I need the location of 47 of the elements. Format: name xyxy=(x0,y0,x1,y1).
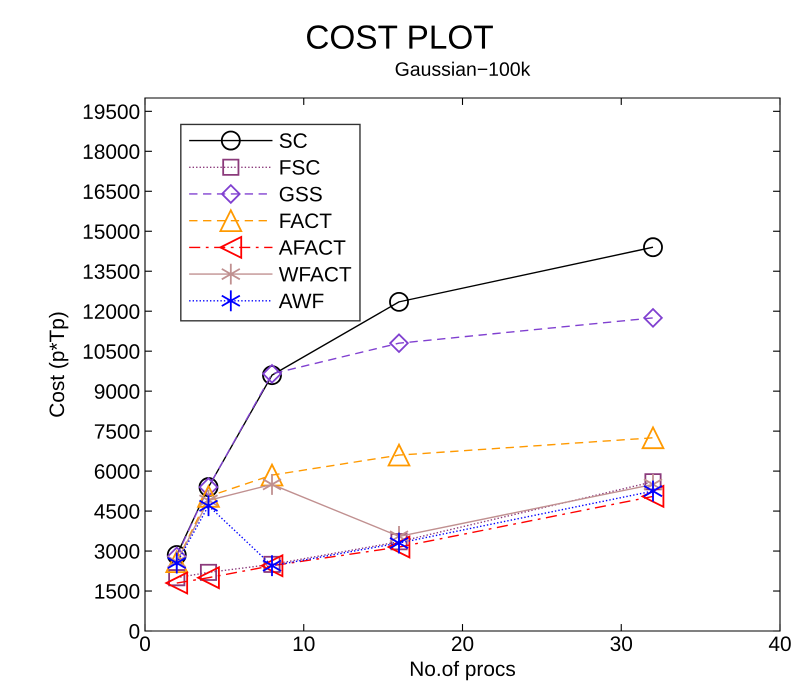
x-tick-label: 20 xyxy=(452,636,474,652)
point xyxy=(389,532,409,554)
y-tick-label: 1500 xyxy=(95,584,140,599)
legend-label: GSS xyxy=(280,186,322,202)
y-tick-label: 0 xyxy=(129,624,140,639)
y-tick-label: 16500 xyxy=(84,184,140,200)
legend-label: FACT xyxy=(280,213,332,228)
x-tick-label: 40 xyxy=(768,636,791,652)
point xyxy=(642,485,664,508)
y-tick-label: 12000 xyxy=(84,304,140,319)
point xyxy=(388,444,410,466)
y-tick-label: 10500 xyxy=(84,344,140,359)
y-tick-label: 9000 xyxy=(94,384,140,399)
point xyxy=(643,237,663,258)
y-tick-label: 6000 xyxy=(94,464,140,479)
point xyxy=(644,473,662,490)
point xyxy=(260,464,284,486)
point xyxy=(388,536,410,558)
legend-label: SC xyxy=(280,133,307,148)
y-tick-label: 7500 xyxy=(94,424,140,439)
chart-subtitle: Gaussian−100k xyxy=(396,62,530,76)
x-tick-label: 10 xyxy=(294,636,315,652)
point xyxy=(389,292,409,312)
y-tick-label: 18000 xyxy=(84,144,140,160)
point xyxy=(262,473,282,496)
legend-label: AWF xyxy=(278,294,324,308)
y-tick-label: 19500 xyxy=(84,104,140,120)
x-tick-label: 0 xyxy=(140,636,150,652)
legend-label: FSC xyxy=(280,160,320,175)
point xyxy=(197,485,220,508)
legend-label: AFACT xyxy=(278,240,346,255)
point xyxy=(389,333,409,353)
y-tick-label: 3000 xyxy=(94,544,140,559)
x-axis-title: No.of procs xyxy=(410,660,516,680)
chart-title: COST PLOT xyxy=(307,25,493,49)
point xyxy=(643,308,663,328)
y-tick-label: 15000 xyxy=(84,224,140,240)
y-tick-label: 13500 xyxy=(84,264,140,279)
point xyxy=(197,566,220,590)
point xyxy=(198,494,218,518)
y-axis-title: Cost (p*Tp) xyxy=(48,312,68,417)
point xyxy=(642,426,664,450)
x-tick-label: 30 xyxy=(610,636,632,652)
point xyxy=(643,480,663,502)
legend-label: WFACT xyxy=(278,266,352,282)
point xyxy=(165,572,188,594)
y-tick-label: 4500 xyxy=(94,504,140,519)
